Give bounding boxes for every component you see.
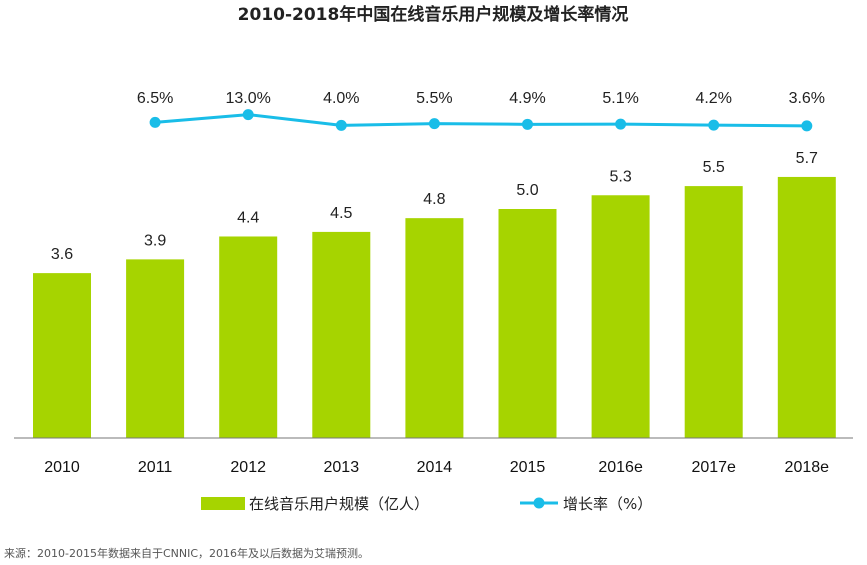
growth-point-2012 — [242, 109, 254, 121]
bar-value-label-2010: 3.6 — [51, 246, 73, 263]
growth-line-layer — [149, 109, 813, 132]
growth-point-2016e — [615, 118, 627, 130]
bar-2014 — [405, 218, 464, 438]
growth-point-2014 — [428, 118, 440, 130]
growth-point-2015 — [522, 118, 533, 130]
bar-2010 — [33, 273, 91, 438]
bar-value-label-2011: 3.9 — [144, 232, 166, 249]
growth-label-2012: 13.0% — [226, 90, 271, 107]
legend: 在线音乐用户规模（亿人） 增长率（%） — [201, 495, 652, 513]
bar-2012 — [219, 236, 278, 438]
source-note: 来源：2010-2015年数据来自于CNNIC，2016年及以后数据为艾瑞预测。 — [4, 546, 369, 560]
bars-layer — [33, 176, 836, 438]
bar-value-label-2017e: 5.5 — [703, 159, 725, 176]
growth-point-2018e — [801, 120, 813, 132]
bar-2017e — [684, 186, 743, 438]
legend-label-bar: 在线音乐用户规模（亿人） — [249, 495, 429, 513]
growth-point-2013 — [335, 119, 347, 131]
bar-2011 — [126, 259, 185, 438]
growth-point-2011 — [149, 116, 161, 128]
growth-rate-line — [154, 113, 807, 128]
x-tick-2014: 2014 — [417, 459, 453, 476]
legend-label-line: 增长率（%） — [563, 495, 652, 513]
chart-title: 2010-2018年中国在线音乐用户规模及增长率情况 — [238, 4, 629, 25]
bar-value-label-2013: 4.5 — [330, 205, 352, 222]
growth-label-2017e: 4.2% — [695, 90, 731, 107]
growth-label-2011: 6.5% — [137, 90, 173, 107]
bar-value-label-2018e: 5.7 — [796, 150, 818, 167]
bar-value-label-2016e: 5.3 — [609, 168, 631, 185]
bar-value-label-2014: 4.8 — [423, 191, 445, 208]
bar-2015 — [498, 209, 557, 438]
bar-value-label-2012: 4.4 — [237, 209, 259, 226]
x-tick-2017e: 2017e — [691, 459, 736, 476]
legend-swatch-bar — [201, 497, 245, 510]
x-tick-2016e: 2016e — [598, 459, 643, 476]
x-tick-2013: 2013 — [324, 459, 360, 476]
growth-label-2013: 4.0% — [323, 90, 359, 107]
x-tick-2012: 2012 — [230, 459, 266, 476]
legend-swatch-marker — [533, 497, 545, 509]
bar-2016e — [591, 195, 650, 438]
x-axis-ticks: 2010 2011 2012 2013 2014 2015 2016e 2017e 2018e — [44, 459, 829, 476]
bar-value-label-2015: 5.0 — [516, 182, 538, 199]
bar-2013 — [312, 231, 371, 438]
labels-layer: 3.6 3.9 4.4 4.5 4.8 5.0 5.3 5.5 5.7 6.5% 13.0% 4.0%… — [51, 90, 825, 263]
x-tick-2015: 2015 — [510, 459, 546, 476]
x-tick-2011: 2011 — [138, 459, 173, 476]
growth-point-2017e — [708, 119, 720, 131]
growth-label-2014: 5.5% — [416, 90, 452, 107]
bar-2018e — [777, 176, 836, 438]
growth-label-2015: 4.9% — [509, 90, 545, 107]
growth-label-2016e: 5.1% — [602, 90, 638, 107]
x-tick-2018e: 2018e — [785, 459, 830, 476]
x-tick-2010: 2010 — [44, 459, 80, 476]
growth-label-2018e: 3.6% — [789, 90, 825, 107]
